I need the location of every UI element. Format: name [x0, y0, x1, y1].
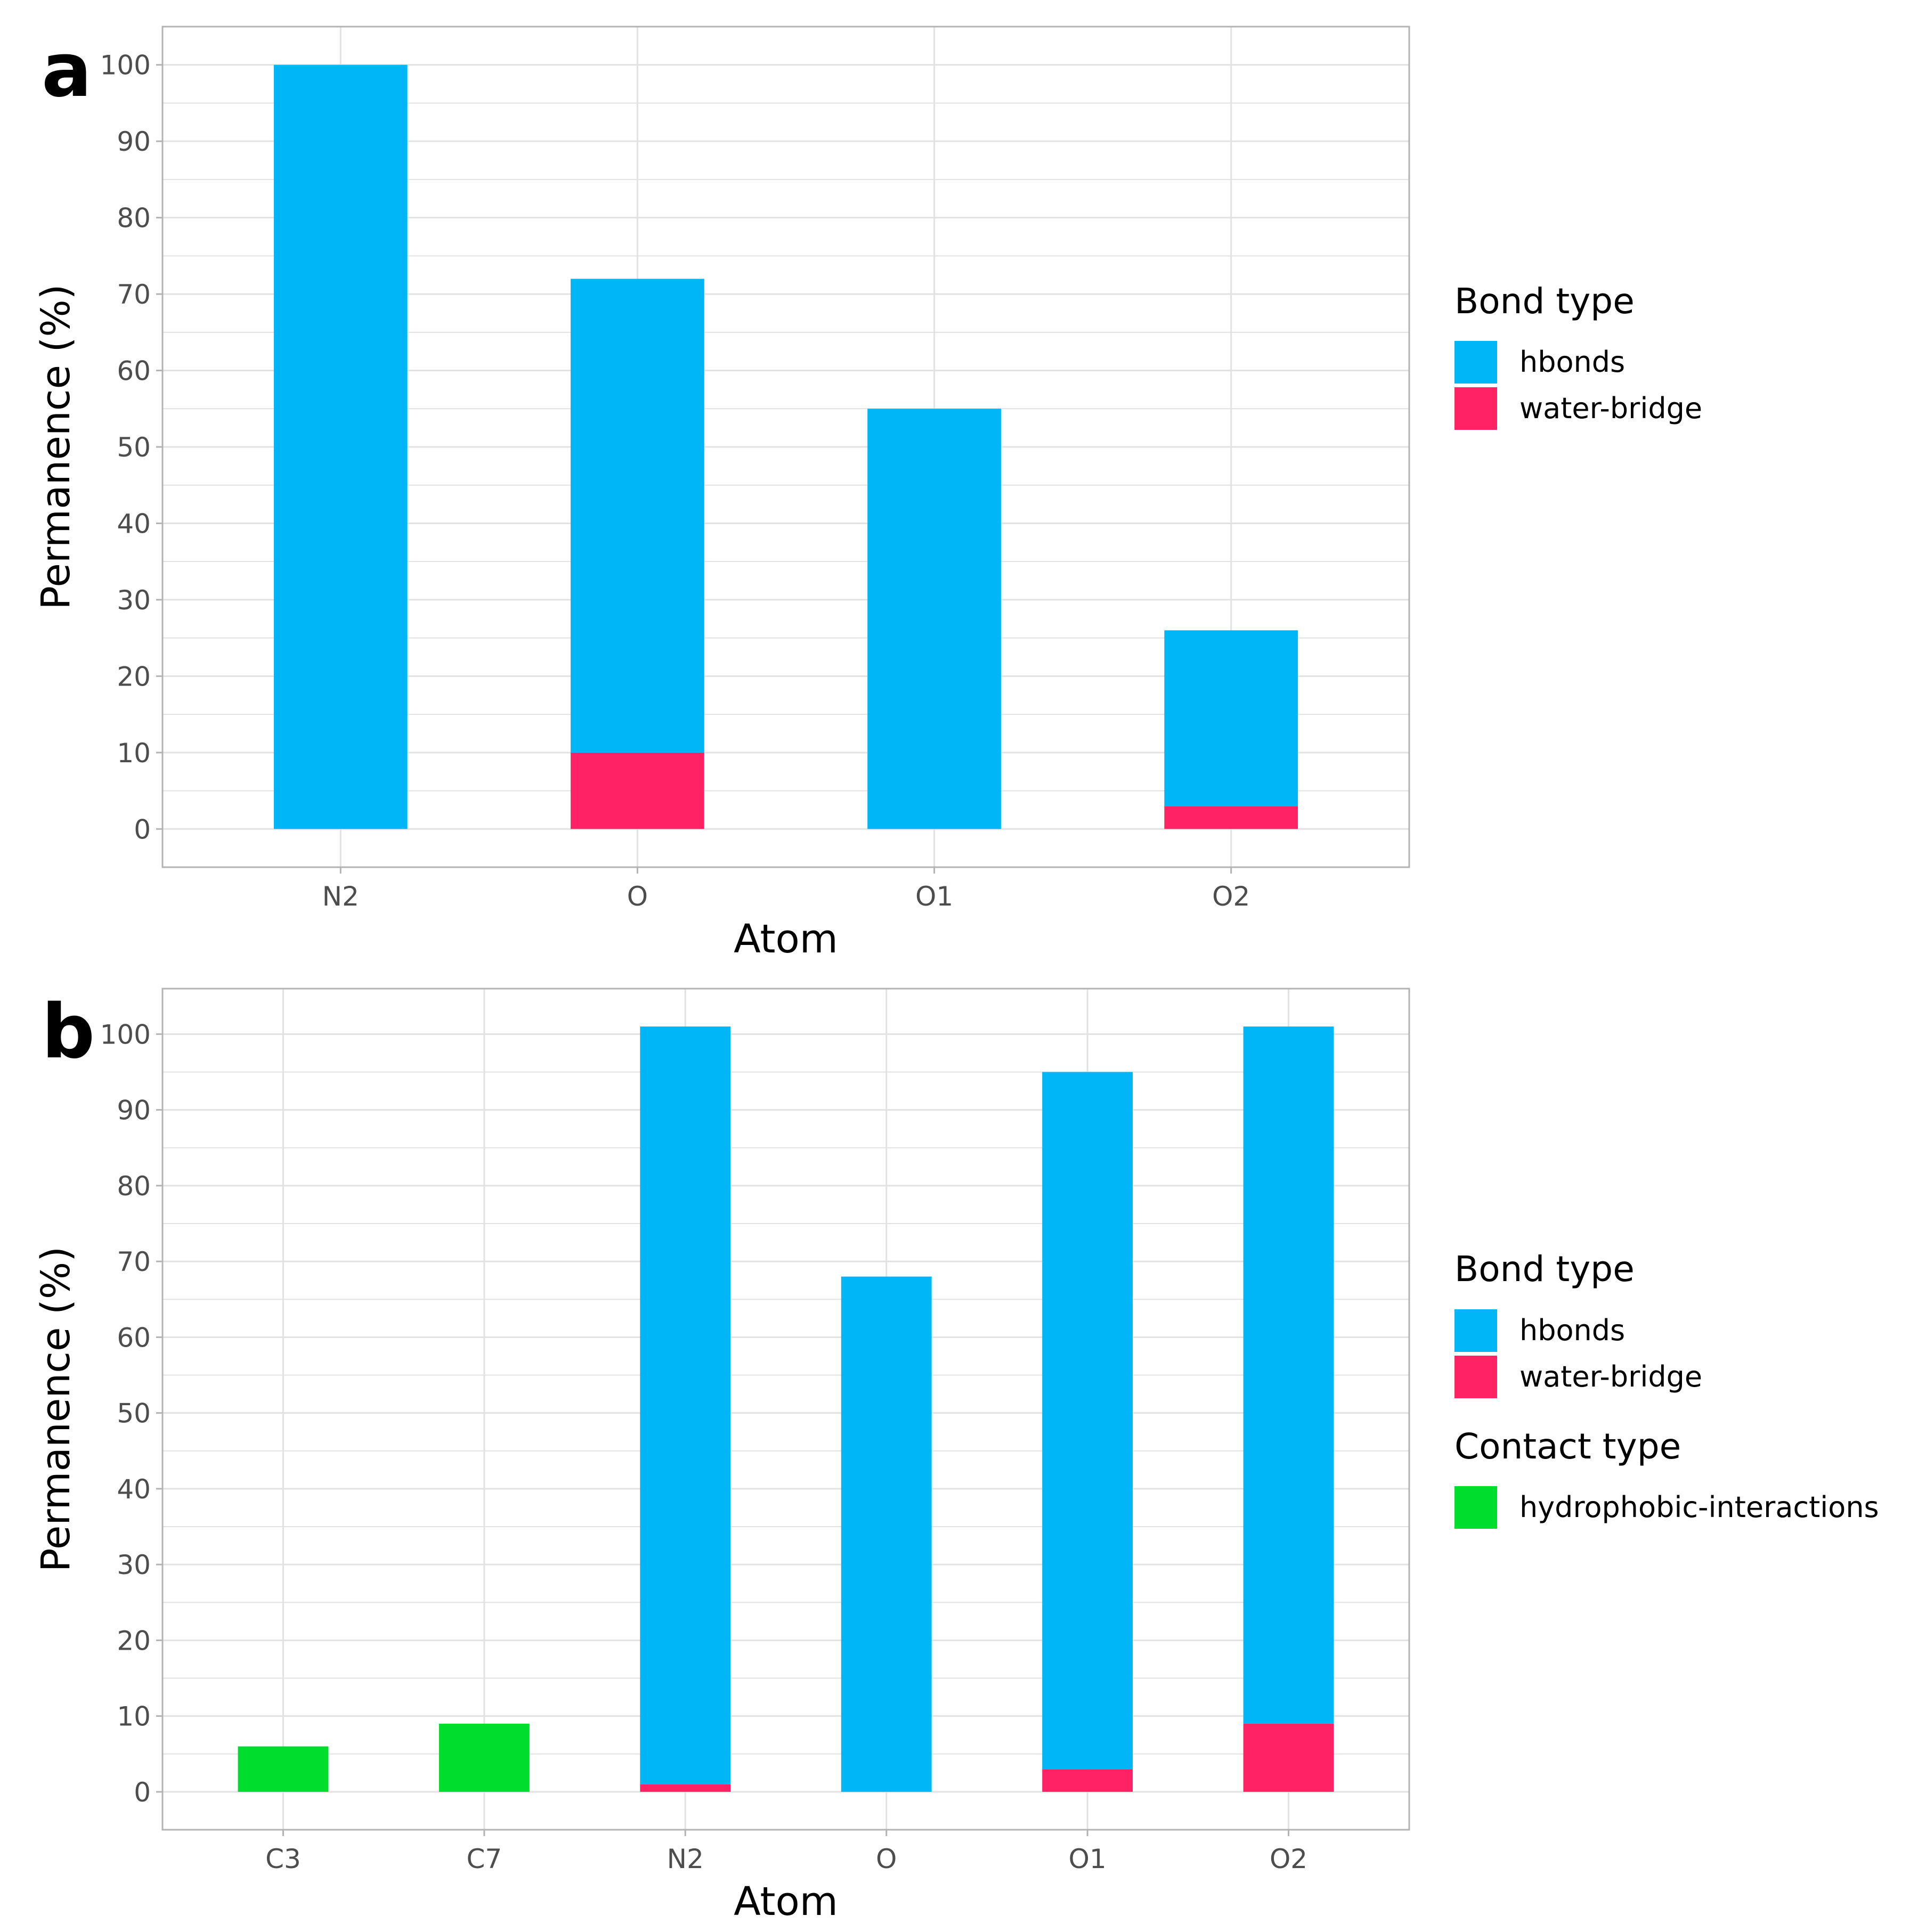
- y-tick-label: 40: [117, 508, 151, 539]
- x-tick-label: C7: [467, 1844, 502, 1874]
- y-tick-label: 30: [117, 1550, 151, 1580]
- legend-label-hbonds: hbonds: [1519, 1314, 1625, 1347]
- y-tick-label: 0: [134, 1777, 151, 1808]
- legend-key-hbonds: [1454, 1309, 1497, 1352]
- y-tick-label: 100: [100, 1019, 151, 1050]
- legend-label-hbonds: hbonds: [1519, 345, 1625, 379]
- y-tick-label: 60: [117, 1322, 151, 1353]
- legend-label-water-bridge: water-bridge: [1519, 392, 1702, 425]
- y-axis-title: Permanence (%): [33, 284, 79, 609]
- y-tick-label: 60: [117, 356, 151, 387]
- legend-title: Contact type: [1454, 1426, 1681, 1467]
- legend-title: Bond type: [1454, 281, 1635, 322]
- legend-label-water-bridge: water-bridge: [1519, 1360, 1702, 1393]
- legend-title: Bond type: [1454, 1249, 1635, 1290]
- bar-water-bridge-O1: [1042, 1769, 1133, 1792]
- y-tick-label: 20: [117, 661, 151, 692]
- y-axis-title: Permanence (%): [33, 1246, 79, 1572]
- legend: Bond type hbonds water-bridge Contact type h…: [1454, 1249, 1879, 1529]
- y-tick-label: 80: [117, 1171, 151, 1202]
- legend-key-hydrophobic-interactions: [1454, 1486, 1497, 1529]
- x-tick-label: O2: [1212, 881, 1250, 912]
- panel-border: [161, 988, 1410, 1831]
- x-tick-label: O2: [1270, 1844, 1307, 1874]
- x-tick-label: O: [627, 881, 648, 912]
- chart-panel-a: 0 10 20 30 40 50 60 70 80 90 100 N2 O O1 O2 Atom Permane…: [33, 26, 1702, 962]
- y-tick-label: 20: [117, 1625, 151, 1656]
- y-tick-label: 70: [117, 1246, 151, 1277]
- bar-hbonds-O: [571, 279, 704, 753]
- bar-water-bridge-N2: [640, 1784, 731, 1792]
- y-tick-label: 30: [117, 585, 151, 616]
- legend-key-water-bridge: [1454, 387, 1497, 430]
- bar-hbonds-N2: [273, 64, 408, 829]
- legend-label-hydrophobic-interactions: hydrophobic-interactions: [1519, 1490, 1879, 1524]
- x-axis-title: Atom: [734, 1879, 838, 1925]
- bar-hbonds-O2: [1164, 630, 1298, 806]
- y-tick-label: 0: [134, 814, 151, 845]
- legend-key-water-bridge: [1454, 1356, 1497, 1398]
- panel-label: a: [42, 27, 92, 114]
- y-tick-label: 10: [117, 1701, 151, 1732]
- legend: Bond type hbonds water-bridge: [1454, 281, 1702, 430]
- chart-panel-b: 0 10 20 30 40 50 60 70 80 90 100 C3 C7 N2 O O1 O2 Atom Per…: [33, 988, 1879, 1925]
- bar-hbonds-N2: [640, 1026, 731, 1784]
- bar-water-bridge-O: [571, 752, 704, 829]
- panel-label: b: [42, 989, 95, 1075]
- y-tick-label: 90: [117, 126, 151, 157]
- bar-hbonds-O2: [1243, 1026, 1334, 1724]
- y-tick-label: 40: [117, 1474, 151, 1505]
- y-tick-label: 70: [117, 279, 151, 310]
- x-tick-label: O1: [915, 881, 953, 912]
- legend-key-hbonds: [1454, 341, 1497, 384]
- bar-water-bridge-O2: [1164, 806, 1298, 829]
- y-tick-label: 80: [117, 203, 151, 234]
- bar-hbonds-O: [841, 1276, 932, 1792]
- y-tick-label: 90: [117, 1095, 151, 1126]
- y-tick-label: 100: [100, 50, 151, 81]
- bar-hbonds-O1: [867, 409, 1001, 829]
- x-tick-label: O: [876, 1844, 897, 1874]
- x-tick-label: N2: [667, 1844, 704, 1874]
- bar-hydrophobic-interactions-C3: [238, 1746, 329, 1792]
- y-tick-label: 50: [117, 432, 151, 463]
- y-tick-label: 50: [117, 1398, 151, 1429]
- x-tick-label: O1: [1069, 1844, 1107, 1874]
- bar-hydrophobic-interactions-C7: [438, 1723, 530, 1792]
- bar-water-bridge-O2: [1243, 1723, 1334, 1792]
- y-tick-label: 10: [117, 738, 151, 769]
- x-tick-label: N2: [322, 881, 359, 912]
- x-axis-title: Atom: [734, 916, 838, 962]
- bar-hbonds-O1: [1042, 1072, 1133, 1770]
- plot-area: [162, 989, 1409, 1830]
- x-tick-label: C3: [265, 1844, 301, 1874]
